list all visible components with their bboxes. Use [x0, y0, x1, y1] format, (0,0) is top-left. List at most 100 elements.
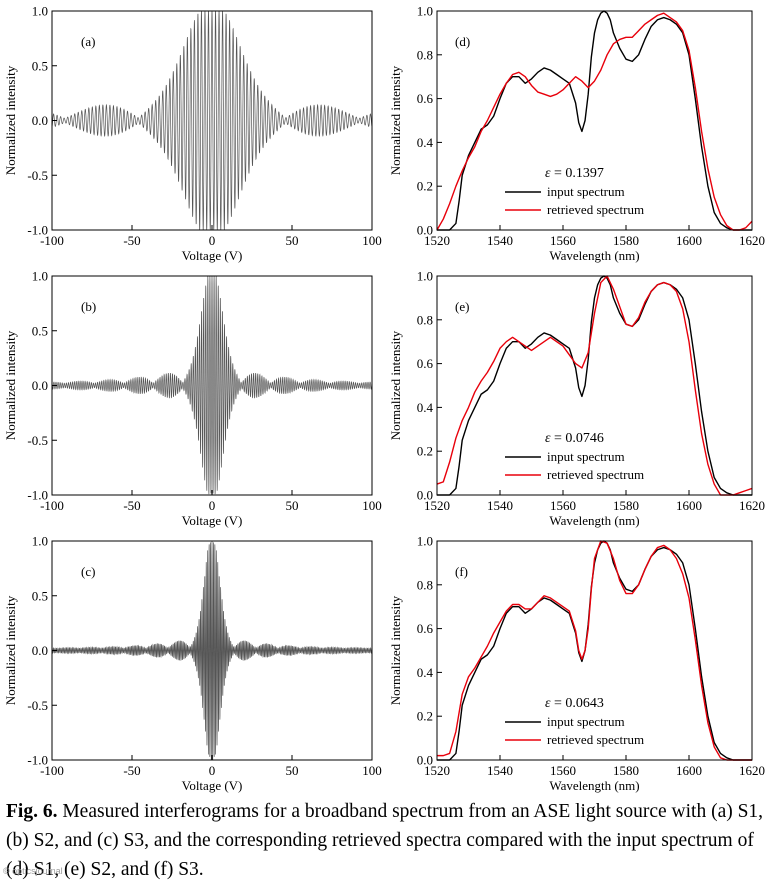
x-tick-label: 0	[209, 498, 216, 513]
y-tick-label: 1.0	[417, 534, 433, 549]
epsilon-label: ε = 0.0746	[545, 431, 604, 446]
y-tick-label: -1.0	[27, 488, 48, 503]
x-axis-label: Voltage (V)	[182, 248, 243, 263]
y-tick-label: 0.0	[417, 753, 433, 768]
x-tick-label: 1620	[739, 763, 765, 778]
x-tick-label: 1520	[424, 763, 450, 778]
y-tick-label: 0.0	[417, 488, 433, 503]
y-tick-label: 0.8	[417, 47, 433, 62]
plot-frame	[436, 540, 753, 761]
panel-label: (f)	[455, 564, 468, 579]
x-tick-label: 1560	[550, 233, 576, 248]
x-tick-label: 50	[286, 233, 299, 248]
panel-b: -100 -50 0 50 100 -1.0 -0.5 0.0 0.5 1.0 Voltage (V…	[3, 269, 382, 529]
legend-label: retrieved spectrum	[547, 732, 644, 747]
x-axis-label: Wavelength (nm)	[549, 513, 639, 528]
panel-d: 1520 1540 1560 1580 1600 1620 0.0 0.2 0.4 0.6 0.8 1…	[388, 4, 765, 264]
legend-label: input spectrum	[547, 714, 625, 729]
x-tick-label: 1560	[550, 763, 576, 778]
x-tick-label: 1580	[613, 763, 639, 778]
interferogram-line	[51, 10, 373, 230]
y-tick-label: 0.0	[32, 643, 48, 658]
y-axis-label: Normalized intensity	[388, 65, 403, 175]
interferogram-line	[51, 275, 373, 495]
y-tick-label: -0.5	[27, 433, 48, 448]
y-tick-label: 0.2	[417, 179, 433, 194]
series-line-retrieved	[436, 275, 753, 496]
y-tick-label: 0.2	[417, 444, 433, 459]
y-tick-label: -0.5	[27, 698, 48, 713]
x-tick-label: 100	[362, 233, 382, 248]
y-tick-label: 0.0	[32, 113, 48, 128]
epsilon-label: ε = 0.1397	[545, 166, 604, 181]
x-tick-label: 0	[209, 233, 216, 248]
x-tick-label: 0	[209, 763, 216, 778]
y-tick-label: 1.0	[32, 4, 48, 19]
x-tick-label: 1520	[424, 233, 450, 248]
y-tick-label: 0.0	[417, 223, 433, 238]
x-tick-label: 1580	[613, 233, 639, 248]
panel-label: (b)	[81, 299, 96, 314]
plot-frame	[436, 10, 753, 231]
caption-label: Fig. 6.	[6, 801, 58, 822]
y-tick-label: 0.0	[32, 378, 48, 393]
x-tick-label: 1620	[739, 233, 765, 248]
legend-label: retrieved spectrum	[547, 467, 644, 482]
panel-f: 1520 1540 1560 1580 1600 1620 0.0 0.2 0.4 0.6 0.8 1…	[388, 534, 765, 794]
x-tick-label: 1600	[676, 498, 702, 513]
legend-label: retrieved spectrum	[547, 202, 644, 217]
x-tick-label: -50	[123, 233, 140, 248]
x-tick-label: 1620	[739, 498, 765, 513]
y-tick-label: 1.0	[32, 534, 48, 549]
y-tick-label: -0.5	[27, 168, 48, 183]
panel-label: (c)	[81, 564, 95, 579]
x-tick-label: 100	[362, 498, 382, 513]
y-axis-label: Normalized intensity	[3, 65, 18, 175]
y-tick-label: 0.6	[417, 91, 434, 106]
x-tick-label: 1580	[613, 498, 639, 513]
x-tick-label: 1520	[424, 498, 450, 513]
series-line-input	[437, 10, 752, 231]
x-tick-label: 50	[286, 498, 299, 513]
panel-label: (e)	[455, 299, 469, 314]
interferogram-line	[51, 540, 373, 760]
y-axis-label: Normalized intensity	[388, 595, 403, 705]
legend-label: input spectrum	[547, 184, 625, 199]
y-tick-label: 0.6	[417, 621, 434, 636]
caption-text: Measured interferograms for a broadband …	[6, 801, 764, 880]
figure-panels: -100 -50 0 50 100 -1.0 -0.5 0.0 0.5 1.0 Voltage (V…	[3, 4, 765, 794]
y-tick-label: 0.5	[32, 58, 48, 73]
y-tick-label: 1.0	[417, 269, 433, 284]
y-tick-label: -1.0	[27, 753, 48, 768]
x-tick-label: 1560	[550, 498, 576, 513]
y-axis-label: Normalized intensity	[3, 595, 18, 705]
y-tick-label: 0.4	[417, 135, 434, 150]
x-axis-label: Wavelength (nm)	[549, 248, 639, 263]
panel-a: -100 -50 0 50 100 -1.0 -0.5 0.0 0.5 1.0 Voltage (V…	[3, 4, 382, 264]
series-line-input	[437, 275, 752, 496]
panel-label: (d)	[455, 34, 470, 49]
y-tick-label: 0.8	[417, 577, 433, 592]
y-tick-label: 0.8	[417, 312, 433, 327]
y-tick-label: 0.4	[417, 665, 434, 680]
x-tick-label: -100	[40, 763, 64, 778]
watermark: © opticsjournal	[3, 866, 63, 876]
x-tick-label: -100	[40, 233, 64, 248]
y-tick-label: 0.5	[32, 323, 48, 338]
y-axis-label: Normalized intensity	[388, 330, 403, 440]
x-tick-label: 1600	[676, 763, 702, 778]
x-tick-label: -100	[40, 498, 64, 513]
x-tick-label: 100	[362, 763, 382, 778]
x-axis-label: Wavelength (nm)	[549, 778, 639, 793]
panel-c: -100 -50 0 50 100 -1.0 -0.5 0.0 0.5 1.0 Voltage (V…	[3, 534, 382, 794]
x-tick-label: -50	[123, 763, 140, 778]
epsilon-label: ε = 0.0643	[545, 696, 604, 711]
figure-caption: Fig. 6. Measured interferograms for a br…	[6, 797, 768, 884]
plot-frame	[436, 275, 753, 496]
legend-label: input spectrum	[547, 449, 625, 464]
series-line-retrieved	[437, 540, 752, 761]
y-tick-label: 0.4	[417, 400, 434, 415]
x-tick-label: 1540	[487, 498, 513, 513]
x-tick-label: 1600	[676, 233, 702, 248]
y-tick-label: -1.0	[27, 223, 48, 238]
